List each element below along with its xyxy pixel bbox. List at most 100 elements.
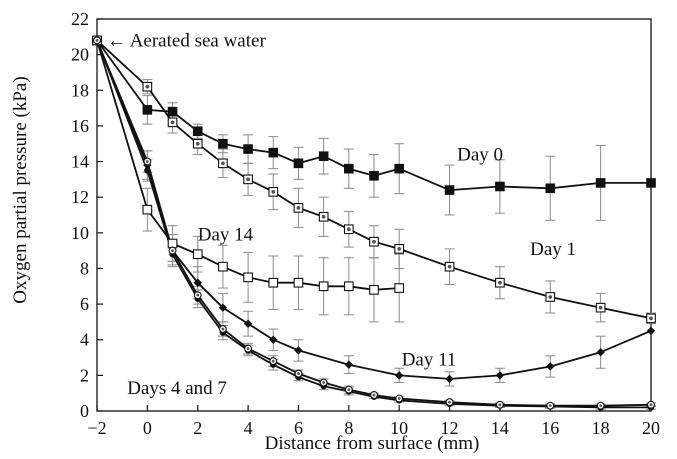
data-point (495, 400, 504, 409)
y-tick-label: 14 (71, 152, 89, 172)
data-point (343, 224, 354, 235)
data-point-dot (322, 381, 326, 384)
data-point (168, 246, 177, 255)
data-point (394, 371, 404, 380)
data-point-dot (296, 205, 301, 210)
data-point-marker (218, 303, 228, 312)
data-point-dot (297, 372, 300, 375)
data-point (596, 401, 605, 410)
data-point (318, 211, 329, 222)
data-point (369, 236, 379, 247)
x-tick-label: 8 (344, 418, 353, 438)
data-point-marker (394, 163, 404, 174)
data-point (369, 284, 379, 295)
data-point-dot (498, 403, 502, 407)
data-point (243, 174, 253, 185)
data-point (495, 371, 505, 380)
x-tick-label: 6 (294, 418, 303, 438)
data-point (269, 357, 278, 366)
series-lines (96, 39, 652, 409)
data-point-dot (246, 347, 250, 351)
data-point-dot (649, 403, 653, 407)
data-point-marker (369, 171, 379, 181)
data-point-dot (447, 264, 452, 269)
x-tick-label: 2 (193, 418, 202, 438)
data-point (646, 313, 656, 324)
data-point-dot (397, 397, 401, 400)
data-point (142, 204, 153, 215)
data-point (395, 394, 404, 403)
data-point-dot (347, 388, 351, 392)
data-point-marker (218, 261, 228, 272)
x-tick-label: 4 (244, 418, 253, 438)
data-point-marker (144, 167, 151, 174)
data-point-dot (448, 400, 451, 404)
data-point-marker (646, 178, 656, 188)
annotation-label: Day 11 (402, 349, 457, 370)
data-point-dot (498, 280, 502, 285)
y-tick-label: 4 (80, 330, 89, 350)
data-point (595, 302, 606, 313)
data-point-dot (598, 305, 603, 310)
data-point-marker (268, 147, 279, 158)
annotation-label: Day 0 (457, 144, 503, 165)
y-tick-label: 22 (71, 9, 89, 29)
data-point (193, 278, 202, 287)
data-point-marker (142, 105, 153, 115)
annotations: ← Aerated sea water Day 0 Day 1 Day 14 Day 1… (107, 30, 576, 398)
data-point-marker (318, 151, 329, 161)
x-tick-label: 20 (642, 418, 660, 438)
data-point-dot (548, 295, 553, 299)
x-tick-label: 10 (390, 418, 408, 438)
data-point (343, 281, 354, 292)
y-axis-label: Oxygen partial pressure (kPa) (10, 76, 31, 303)
data-point-marker (495, 371, 505, 380)
data-point (596, 348, 605, 357)
data-point (445, 374, 454, 384)
data-point-marker (495, 181, 505, 192)
series-line (96, 40, 651, 409)
data-point (495, 181, 505, 192)
y-tick-label: 12 (71, 187, 89, 207)
data-point-marker (444, 185, 455, 195)
data-point-dot (271, 189, 276, 194)
data-point-dot (346, 227, 351, 232)
data-point (444, 261, 455, 272)
data-point (370, 391, 378, 399)
data-point (193, 291, 202, 300)
data-point (445, 398, 454, 407)
annotation-label: Day 14 (198, 225, 254, 246)
data-point-dot (397, 246, 402, 251)
data-point (444, 185, 455, 195)
data-point (93, 36, 101, 45)
data-point (344, 385, 353, 394)
data-point (293, 277, 304, 288)
data-point-dot (145, 160, 149, 163)
data-point (268, 186, 279, 197)
data-point (243, 319, 253, 328)
data-point-dot (170, 120, 175, 125)
data-point-marker (293, 158, 304, 169)
data-point-dot (372, 239, 376, 244)
x-tick-label: 0 (143, 418, 152, 438)
data-point (344, 360, 354, 369)
annotation-label: Days 4 and 7 (127, 378, 227, 399)
x-tick-label: −2 (87, 418, 106, 438)
data-point-dot (195, 141, 200, 146)
data-point (243, 144, 253, 154)
data-point (319, 378, 328, 387)
data-point-marker (343, 281, 354, 292)
data-point (244, 344, 253, 353)
data-point-dot (196, 293, 200, 297)
data-point-marker (369, 284, 379, 295)
data-point (646, 326, 656, 336)
data-point (545, 183, 556, 194)
data-point (369, 171, 379, 181)
data-point (243, 272, 253, 283)
data-point (218, 325, 227, 333)
data-point (192, 126, 203, 137)
data-point-marker (142, 204, 153, 215)
data-point-dot (321, 214, 326, 219)
data-point-dot (271, 359, 275, 363)
